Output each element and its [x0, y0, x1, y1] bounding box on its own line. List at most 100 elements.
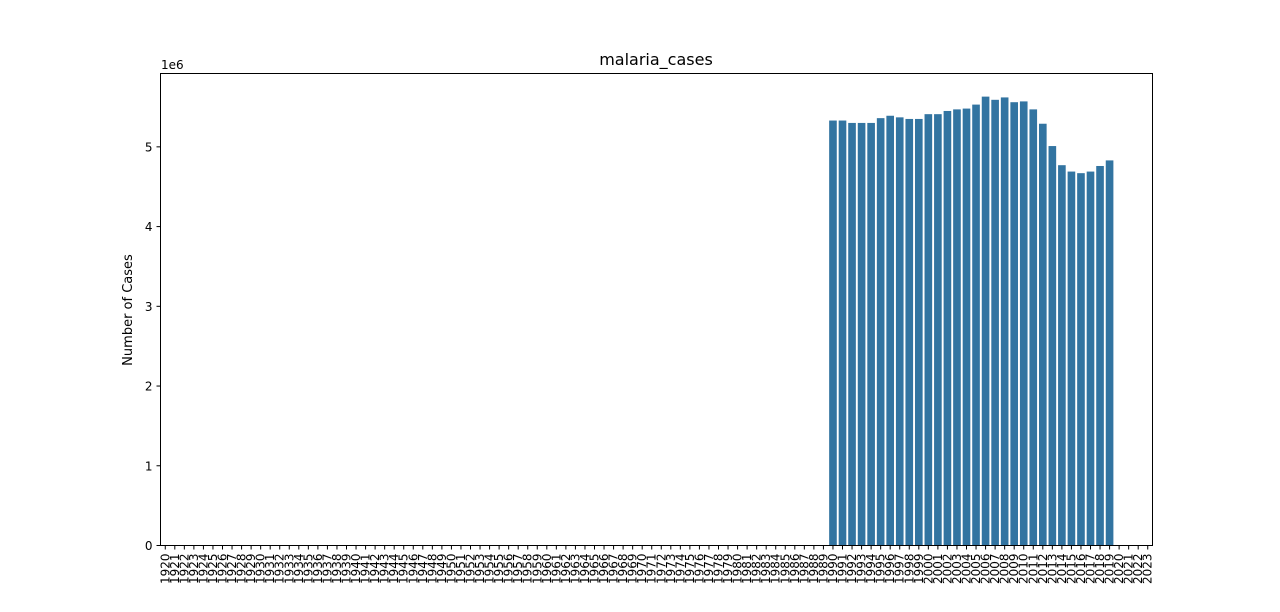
x-tick-label-2021: 2021	[1122, 554, 1136, 585]
x-tick-label-1967: 1967	[607, 554, 621, 585]
x-tick-label-1926: 1926	[216, 554, 230, 585]
x-tick-label-1925: 1925	[206, 554, 220, 585]
x-tick-label-1953: 1953	[473, 554, 487, 585]
x-tick-label-1946: 1946	[406, 554, 420, 585]
x-tick-label-1939: 1939	[340, 554, 354, 585]
x-tick-label-1959: 1959	[530, 554, 544, 585]
x-tick-label-1989: 1989	[816, 554, 830, 585]
x-tick-label-1929: 1929	[244, 554, 258, 585]
x-tick-label-1985: 1985	[778, 554, 792, 585]
bar-1997	[895, 117, 904, 546]
bar-1999	[914, 118, 923, 546]
bar-2001	[934, 114, 942, 546]
x-tick-label-1949: 1949	[435, 554, 449, 585]
x-tick-label-1966: 1966	[597, 554, 611, 585]
bar-2008	[1000, 97, 1009, 546]
y-tick-label: 3	[145, 300, 153, 314]
x-tick-label-1942: 1942	[368, 554, 382, 585]
bar-1994	[867, 122, 875, 546]
x-tick-label-2012: 2012	[1036, 554, 1050, 585]
x-tick-label-2014: 2014	[1055, 554, 1069, 585]
x-tick-label-1921: 1921	[168, 554, 182, 585]
x-tick-label-2010: 2010	[1017, 554, 1031, 585]
x-tick-label-1943: 1943	[378, 554, 392, 585]
bar-2002	[943, 110, 952, 546]
y-tick-label: 1	[145, 459, 153, 473]
bar-2012	[1038, 123, 1047, 546]
x-tick-label-1958: 1958	[521, 554, 535, 585]
x-tick-label-1956: 1956	[502, 554, 516, 585]
plot-frame	[160, 73, 1153, 546]
x-tick-label-1928: 1928	[235, 554, 249, 585]
x-tick-label-1924: 1924	[196, 554, 210, 585]
bar-2013	[1048, 146, 1057, 546]
bar-2018	[1096, 165, 1104, 546]
x-tick-label-1936: 1936	[311, 554, 325, 585]
bar-2004	[962, 108, 971, 546]
x-tick-label-1975: 1975	[683, 554, 697, 585]
x-tick-label-2017: 2017	[1084, 554, 1098, 585]
x-tick-label-1941: 1941	[359, 554, 373, 585]
x-tick-label-1981: 1981	[740, 554, 754, 585]
y-axis: 0 1 2 3 4 5	[145, 140, 161, 553]
bar-2019	[1105, 160, 1114, 546]
x-tick-label-1965: 1965	[588, 554, 602, 585]
bar-2010	[1019, 101, 1028, 546]
bar-2007	[991, 99, 999, 546]
x-tick-label-1950: 1950	[444, 554, 458, 585]
x-tick-label-1931: 1931	[263, 554, 277, 585]
x-tick-label-1954: 1954	[483, 554, 497, 585]
x-tick-label-1996: 1996	[883, 554, 897, 585]
x-tick-label-1934: 1934	[292, 554, 306, 585]
bar-2016	[1077, 173, 1085, 546]
x-tick-label-2018: 2018	[1093, 554, 1107, 585]
x-tick-label-1935: 1935	[301, 554, 315, 585]
x-tick-label-1923: 1923	[187, 554, 201, 585]
x-tick-label-1955: 1955	[492, 554, 506, 585]
bar-1991	[838, 120, 847, 546]
x-tick-label-2015: 2015	[1064, 554, 1078, 585]
x-tick-label-1970: 1970	[635, 554, 649, 585]
x-axis: 1920192119221923192419251926192719281929…	[158, 545, 1155, 585]
x-tick-label-1957: 1957	[511, 554, 525, 585]
x-tick-label-1968: 1968	[616, 554, 630, 585]
x-tick-label-2008: 2008	[998, 553, 1012, 584]
y-tick-label: 4	[145, 220, 153, 234]
x-tick-label-1969: 1969	[626, 554, 640, 585]
x-tick-label-1940: 1940	[349, 554, 363, 585]
x-tick-label-1962: 1962	[559, 554, 573, 585]
x-tick-label-1974: 1974	[673, 554, 687, 585]
x-tick-label-1997: 1997	[893, 554, 907, 585]
x-tick-label-1972: 1972	[654, 554, 668, 585]
x-tick-label-2004: 2004	[960, 554, 974, 585]
x-tick-label-2005: 2005	[969, 554, 983, 585]
x-tick-label-1984: 1984	[769, 554, 783, 585]
y-tick-label: 0	[145, 539, 153, 553]
x-tick-label-1948: 1948	[425, 554, 439, 585]
x-tick-label-1944: 1944	[387, 554, 401, 585]
x-tick-label-1980: 1980	[731, 554, 745, 585]
bar-1992	[848, 122, 856, 546]
x-tick-label-2022: 2022	[1131, 554, 1145, 585]
x-tick-label-1986: 1986	[788, 554, 802, 585]
x-tick-label-1977: 1977	[702, 554, 716, 585]
x-tick-label-1952: 1952	[464, 554, 478, 585]
x-tick-label-1932: 1932	[273, 554, 287, 585]
x-tick-label-1937: 1937	[320, 554, 334, 585]
x-tick-label-2001: 2001	[931, 554, 945, 585]
x-tick-label-1991: 1991	[836, 554, 850, 585]
x-tick-label-1927: 1927	[225, 554, 239, 585]
x-tick-label-1994: 1994	[864, 554, 878, 585]
x-tick-label-1960: 1960	[540, 554, 554, 585]
x-tick-label-1933: 1933	[282, 554, 296, 585]
y-axis-label: Number of Cases	[121, 254, 136, 366]
x-tick-label-1982: 1982	[750, 554, 764, 585]
x-tick-label-1973: 1973	[664, 554, 678, 585]
x-tick-label-2007: 2007	[988, 554, 1002, 585]
x-tick-label-1945: 1945	[397, 554, 411, 585]
x-tick-label-1947: 1947	[416, 554, 430, 585]
y-tick-label: 5	[145, 140, 153, 154]
bar-2015	[1067, 171, 1076, 546]
bar-2003	[953, 109, 961, 546]
